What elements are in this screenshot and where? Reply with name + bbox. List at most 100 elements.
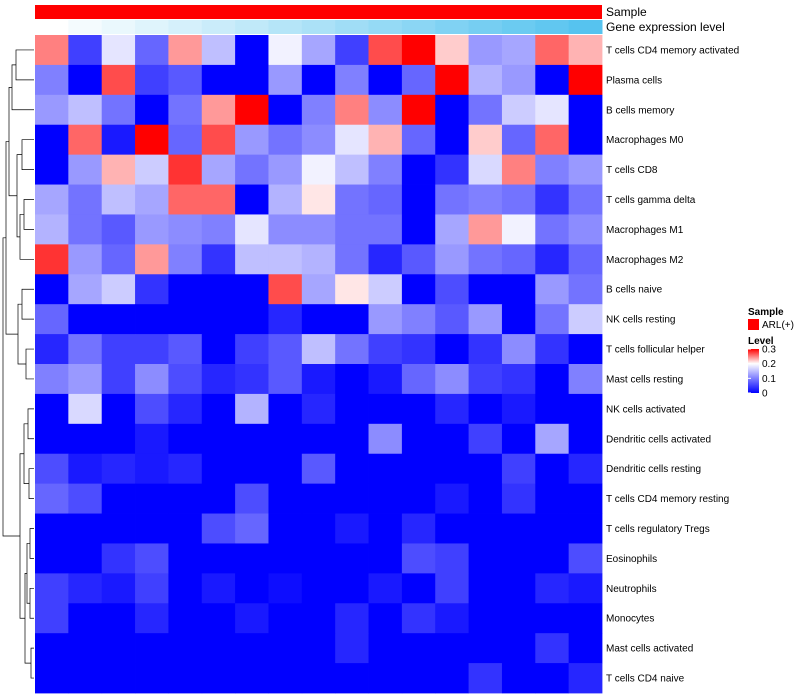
heatmap-cell (35, 663, 69, 694)
heatmap-cell (135, 453, 169, 485)
heatmap-cell (568, 543, 603, 574)
heatmap-cell (401, 244, 436, 275)
heatmap-cell (35, 304, 69, 335)
heatmap-cell (301, 124, 336, 156)
row-label: Macrophages M2 (606, 255, 684, 266)
annotation-cell-gene-expression (301, 20, 336, 34)
heatmap-cell (35, 483, 69, 514)
legend-sample-entry: ARL(+) (762, 320, 794, 331)
dendrogram-branch (15, 49, 34, 81)
heatmap-cell (168, 663, 203, 694)
heatmap-cell (35, 393, 69, 425)
heatmap-cell (435, 184, 469, 215)
heatmap-cell (101, 304, 136, 335)
heatmap-cell (35, 184, 69, 215)
row-label: Mast cells resting (606, 374, 683, 385)
heatmap-cell (435, 393, 469, 425)
heatmap-cell (268, 35, 303, 66)
heatmap-cell (101, 543, 136, 574)
heatmap-cell (535, 393, 570, 425)
legend-sample-swatch (748, 319, 759, 330)
heatmap-cell (535, 35, 570, 66)
heatmap-cell (401, 663, 436, 694)
annotation-cell-gene-expression (401, 20, 436, 34)
row-label: T cells CD4 memory resting (606, 494, 729, 505)
heatmap-cell (368, 244, 403, 275)
annotation-cell-gene-expression (568, 20, 603, 34)
heatmap-cell (101, 244, 136, 275)
heatmap-cell (568, 184, 603, 215)
heatmap-cell (268, 573, 303, 604)
heatmap-cell (101, 453, 136, 485)
heatmap-cell (268, 364, 303, 395)
legend-level-colorbar (748, 349, 759, 393)
heatmap-cell (501, 304, 536, 335)
heatmap-cell (101, 124, 136, 156)
heatmap-cell (201, 603, 236, 634)
heatmap-cell (368, 214, 403, 245)
heatmap-cell (168, 124, 203, 156)
heatmap-cell (168, 334, 203, 365)
heatmap-cell (168, 633, 203, 664)
dendrogram-branch (21, 288, 34, 320)
row-label: B cells naive (606, 285, 663, 296)
heatmap-cell (68, 543, 103, 574)
heatmap-cell (468, 364, 503, 395)
heatmap-cell (535, 334, 570, 365)
heatmap-cell (301, 573, 336, 604)
heatmap-cell (201, 35, 236, 66)
heatmap-cell (535, 244, 570, 275)
heatmap-cell (101, 35, 136, 66)
row-label: NK cells activated (606, 404, 685, 415)
heatmap-cell (435, 543, 469, 574)
heatmap-cell (235, 603, 269, 634)
heatmap-cell (368, 393, 403, 425)
heatmap-cell (101, 274, 136, 305)
heatmap-cell (35, 154, 69, 185)
heatmap-cell (568, 483, 603, 514)
row-label: T cells CD8 (606, 165, 658, 176)
heatmap-cell (301, 483, 336, 514)
heatmap-cell (135, 633, 169, 664)
heatmap-cell (368, 334, 403, 365)
dendrogram-branch (27, 408, 34, 440)
heatmap-cell (101, 154, 136, 185)
heatmap-cell (268, 244, 303, 275)
heatmap-cell (168, 94, 203, 126)
heatmap-cell (201, 453, 236, 485)
heatmap-cell (401, 184, 436, 215)
heatmap-cell (568, 334, 603, 365)
heatmap-cell (235, 423, 269, 455)
heatmap-cell (401, 94, 436, 126)
heatmap-cell (135, 244, 169, 275)
heatmap-cell (535, 214, 570, 245)
heatmap-cell (235, 453, 269, 485)
heatmap-cell (201, 64, 236, 96)
heatmap-cell (568, 94, 603, 126)
heatmap-cell (201, 124, 236, 156)
heatmap-cell (435, 573, 469, 604)
heatmap-cell (401, 364, 436, 395)
row-dendrogram (2, 49, 34, 679)
heatmap-cell (168, 274, 203, 305)
heatmap-cell (468, 334, 503, 365)
heatmap-cell (68, 603, 103, 634)
heatmap-cell (368, 423, 403, 455)
heatmap-cell (335, 453, 369, 485)
heatmap-cell (501, 94, 536, 126)
heatmap-cell (101, 334, 136, 365)
dendrogram-branch (21, 139, 34, 170)
heatmap-cell (268, 64, 303, 96)
legend-level-title: Level (748, 336, 774, 347)
heatmap-cell (468, 453, 503, 485)
heatmap-cell (401, 214, 436, 245)
heatmap-cell (168, 603, 203, 634)
heatmap-cell (501, 423, 536, 455)
heatmap-cell (201, 184, 236, 215)
heatmap-cell (468, 304, 503, 335)
heatmap-cell (435, 35, 469, 66)
heatmap-cell (468, 603, 503, 634)
heatmap-cell (401, 603, 436, 634)
heatmap-cell (101, 184, 136, 215)
heatmap-cell (268, 124, 303, 156)
